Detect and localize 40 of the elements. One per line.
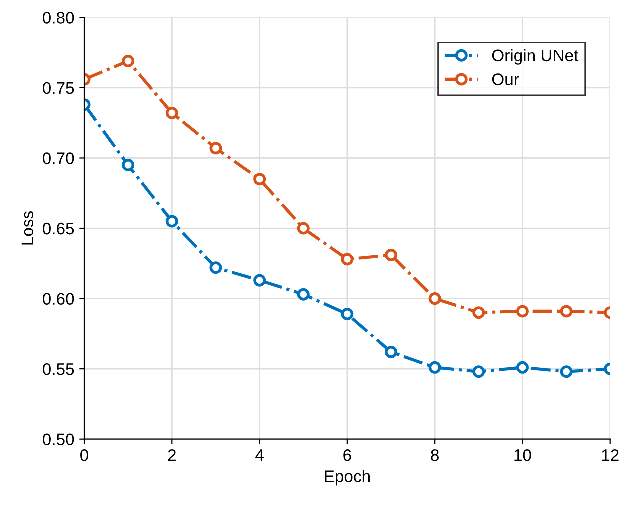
point	[385, 346, 398, 358]
point	[560, 366, 573, 378]
point	[210, 142, 222, 155]
legend-label: Origin UNet	[492, 49, 579, 65]
x-axis-title: Epoch	[325, 470, 370, 486]
point	[297, 222, 310, 235]
x-tick-label: 4	[256, 450, 264, 462]
x-tick-label: 6	[344, 450, 352, 462]
point	[472, 366, 486, 378]
point	[254, 274, 266, 287]
y-tick-label: 0.50	[43, 434, 74, 446]
point	[210, 262, 222, 274]
point	[166, 215, 178, 228]
x-tick-label: 0	[80, 450, 88, 462]
y-tick-label: 0.75	[43, 82, 74, 94]
point	[428, 361, 442, 374]
x-tick-label: 12	[602, 450, 619, 462]
y-axis-title: Loss	[22, 212, 34, 245]
y-tick-label: 0.55	[43, 363, 74, 376]
y-tick-label: 0.65	[43, 222, 74, 235]
point	[560, 305, 573, 318]
y-tick-label: 0.70	[43, 152, 74, 164]
point	[428, 292, 442, 306]
point	[122, 159, 135, 172]
point	[472, 306, 486, 320]
x-tick-label: 2	[168, 450, 176, 462]
point	[254, 173, 266, 186]
y-tick-label: 0.80	[43, 12, 74, 24]
x-tick-label: 10	[514, 450, 532, 462]
y-tick-label: 0.60	[43, 293, 74, 305]
x-tick-label: 8	[431, 450, 439, 462]
point	[341, 253, 354, 266]
legend-label: Our	[492, 74, 520, 86]
point	[166, 107, 178, 120]
point	[516, 361, 529, 374]
point	[297, 288, 310, 301]
point	[122, 54, 135, 68]
point	[516, 305, 529, 318]
point	[385, 248, 398, 262]
point	[341, 308, 354, 321]
